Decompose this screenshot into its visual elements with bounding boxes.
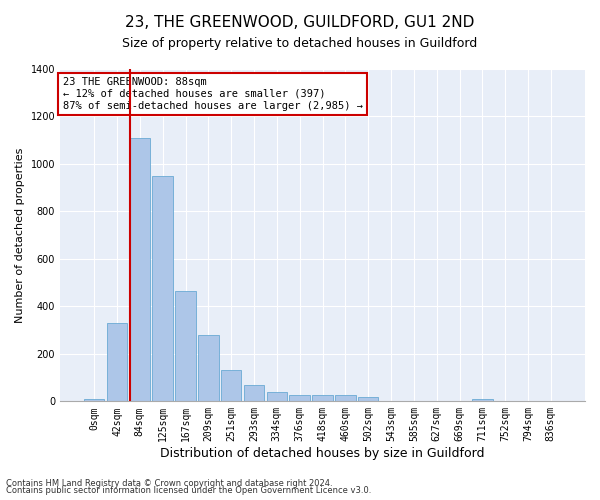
Bar (289, 396, 310, 402)
Bar (472, 399, 493, 402)
Bar (198, 335, 218, 402)
Bar (130, 138, 150, 402)
Bar (84, 399, 104, 402)
Text: 23, THE GREENWOOD, GUILDFORD, GU1 2ND: 23, THE GREENWOOD, GUILDFORD, GU1 2ND (125, 15, 475, 30)
Y-axis label: Number of detached properties: Number of detached properties (15, 148, 25, 323)
Bar (312, 396, 333, 402)
X-axis label: Distribution of detached houses by size in Guildford: Distribution of detached houses by size … (160, 447, 485, 460)
Bar (152, 176, 173, 402)
Bar (175, 291, 196, 402)
Bar (358, 396, 379, 402)
Bar (221, 370, 241, 402)
Text: 23 THE GREENWOOD: 88sqm
← 12% of detached houses are smaller (397)
87% of semi-d: 23 THE GREENWOOD: 88sqm ← 12% of detache… (62, 78, 362, 110)
Text: Size of property relative to detached houses in Guildford: Size of property relative to detached ho… (122, 38, 478, 51)
Bar (266, 392, 287, 402)
Bar (335, 396, 356, 402)
Text: Contains public sector information licensed under the Open Government Licence v3: Contains public sector information licen… (6, 486, 371, 495)
Text: Contains HM Land Registry data © Crown copyright and database right 2024.: Contains HM Land Registry data © Crown c… (6, 478, 332, 488)
Bar (244, 384, 264, 402)
Bar (107, 323, 127, 402)
